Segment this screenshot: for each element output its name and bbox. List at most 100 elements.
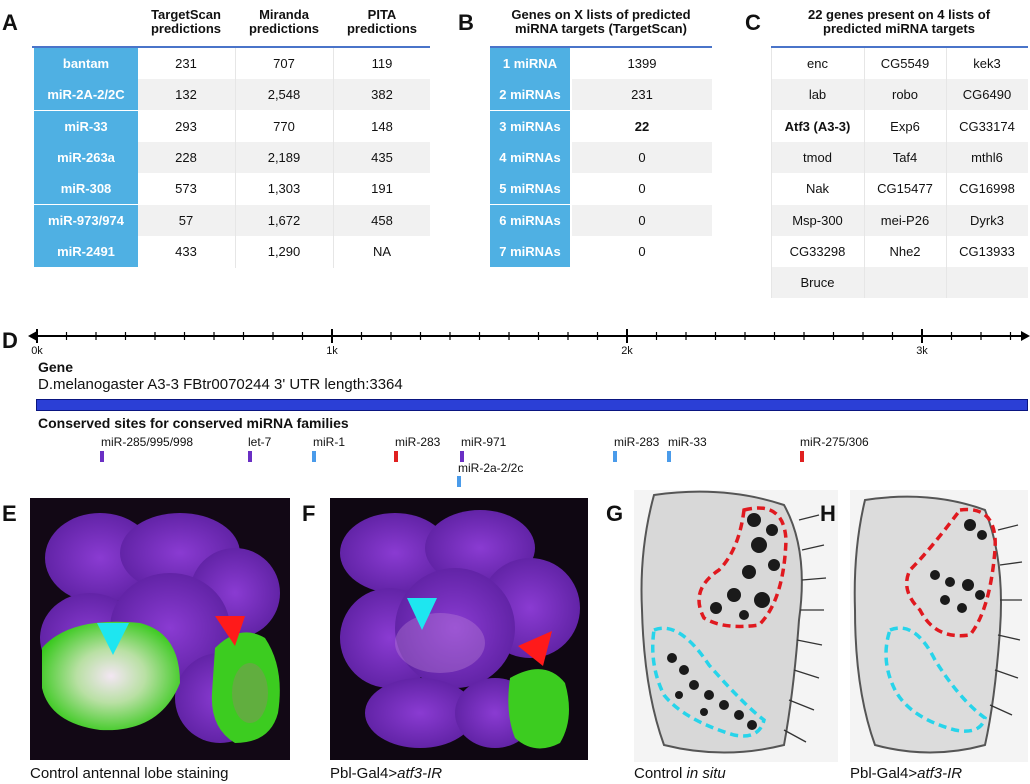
table-cell: 1,672 bbox=[267, 212, 301, 228]
table-cell: 293 bbox=[175, 118, 197, 134]
row-label: miR-263a bbox=[34, 141, 138, 173]
caption-f-text: Pbl-Gal4> bbox=[330, 765, 398, 782]
site-marker bbox=[394, 451, 398, 462]
table-cell: NA bbox=[372, 243, 392, 259]
row-label: miR-2A-2/2C bbox=[34, 79, 138, 111]
table-cell: 2,189 bbox=[267, 149, 301, 165]
row-stripe bbox=[572, 79, 712, 111]
antennal-lobe-image-knockdown bbox=[330, 498, 588, 760]
row-label: miR-308 bbox=[34, 173, 138, 205]
gene-cell: kek3 bbox=[973, 56, 1001, 71]
caption-g-italic: in situ bbox=[686, 765, 726, 782]
row-stripe bbox=[572, 141, 712, 173]
site-label: let-7 bbox=[248, 435, 272, 449]
gene-cell: mei-P26 bbox=[880, 212, 930, 228]
row-label: 4 miRNAs bbox=[490, 141, 570, 173]
gene-cell: CG5549 bbox=[880, 56, 930, 71]
table-cell: 1,303 bbox=[267, 181, 301, 197]
table-cell: 231 bbox=[631, 87, 653, 103]
tick-label-0k: 0k bbox=[31, 345, 43, 357]
axis-ticks bbox=[36, 329, 1012, 343]
header-targetscan: TargetScan predictions bbox=[150, 7, 222, 36]
red-dashed-outline bbox=[697, 506, 788, 629]
gene-cell bbox=[946, 267, 1028, 298]
panel-letter-g: G bbox=[606, 501, 624, 526]
table-a-rule bbox=[32, 46, 430, 48]
column-divider bbox=[946, 48, 947, 298]
red-dashed-outline bbox=[904, 507, 997, 638]
row-label: 2 miRNAs bbox=[490, 79, 570, 111]
cyan-arrowhead-marker bbox=[407, 598, 437, 630]
utr-bar bbox=[36, 399, 1028, 411]
gene-cell: robo bbox=[891, 87, 919, 103]
gene-cell: Taf4 bbox=[892, 149, 918, 165]
site-label: miR-283 bbox=[614, 435, 660, 449]
caption-h: Pbl-Gal4>atf3-IR bbox=[850, 766, 962, 782]
caption-h-italic: atf3-IR bbox=[917, 765, 963, 782]
red-arrowhead-marker bbox=[518, 631, 552, 666]
table-cell: 148 bbox=[371, 118, 393, 134]
row-label: miR-33 bbox=[34, 110, 138, 142]
site-label: miR-1 bbox=[313, 435, 345, 449]
gene-cell: Nak bbox=[805, 181, 830, 197]
gene-cell: lab bbox=[808, 87, 827, 103]
gene-cell: CG33174 bbox=[959, 118, 1015, 134]
gene-cell bbox=[864, 267, 946, 298]
table-cell: 231 bbox=[175, 56, 197, 71]
caption-e: Control antennal lobe staining bbox=[30, 765, 229, 782]
caption-f: Pbl-Gal4>atf3-IR bbox=[330, 766, 442, 782]
cyan-dashed-outline bbox=[651, 626, 766, 738]
table-cell: 119 bbox=[371, 56, 393, 71]
table-c-title: 22 genes present on 4 lists of predicted… bbox=[807, 7, 991, 36]
gene-cell: Bruce bbox=[800, 275, 835, 291]
table-cell: 435 bbox=[371, 149, 393, 165]
axis-arrow-left bbox=[28, 331, 37, 341]
gene-cell: Nhe2 bbox=[889, 243, 921, 259]
row-label: 3 miRNAs bbox=[490, 110, 570, 142]
row-stripe bbox=[771, 79, 1028, 111]
row-label: miR-2491 bbox=[34, 235, 138, 267]
panel-letter-f: F bbox=[302, 501, 316, 526]
site-marker bbox=[800, 451, 804, 462]
table-b-rule bbox=[490, 46, 712, 48]
table-cell: 573 bbox=[175, 181, 197, 197]
tick-label-2k: 2k bbox=[621, 345, 633, 357]
tick-label-3k: 3k bbox=[916, 345, 928, 357]
row-label: miR-973/974 bbox=[34, 204, 138, 236]
header-pita: PITA predictions bbox=[346, 7, 418, 36]
table-cell: 0 bbox=[638, 243, 646, 259]
panel-letter-a: A bbox=[2, 10, 18, 35]
site-label: miR-275/306 bbox=[800, 435, 869, 449]
tick-label-1k: 1k bbox=[326, 345, 338, 357]
row-stripe bbox=[771, 267, 1028, 299]
table-cell: 228 bbox=[175, 149, 197, 165]
row-stripe bbox=[771, 204, 1028, 236]
axis-arrow-right bbox=[1021, 331, 1030, 341]
site-marker bbox=[100, 451, 104, 462]
column-divider bbox=[771, 48, 772, 298]
caption-h-text: Pbl-Gal4> bbox=[850, 765, 918, 782]
site-marker bbox=[457, 476, 461, 487]
gene-heading: Gene bbox=[38, 359, 74, 375]
site-marker bbox=[667, 451, 671, 462]
gene-description: D.melanogaster A3-3 FBtr0070244 3' UTR l… bbox=[38, 376, 403, 393]
table-cell: 707 bbox=[273, 56, 295, 71]
header-miranda: Miranda predictions bbox=[248, 7, 320, 36]
sites-heading: Conserved sites for conserved miRNA fami… bbox=[38, 415, 349, 431]
site-label: miR-285/995/998 bbox=[101, 435, 194, 449]
gene-cell: Atf3 (A3-3) bbox=[784, 118, 851, 134]
site-label: miR-33 bbox=[668, 435, 707, 449]
panel-letter-b: B bbox=[458, 10, 474, 35]
gene-cell: CG6490 bbox=[962, 87, 1012, 103]
table-c-rule bbox=[771, 46, 1028, 48]
table-cell: 57 bbox=[178, 212, 194, 228]
row-stripe bbox=[572, 204, 712, 236]
cyan-dashed-outline bbox=[884, 626, 988, 733]
gene-cell: enc bbox=[807, 56, 828, 71]
table-cell: 0 bbox=[638, 181, 646, 197]
site-marker bbox=[613, 451, 617, 462]
panel-letter-h: H bbox=[820, 501, 836, 526]
table-b-title: Genes on X lists of predicted miRNA targ… bbox=[511, 7, 691, 36]
gene-cell: CG15477 bbox=[877, 181, 933, 197]
cyan-arrowhead-marker bbox=[97, 623, 129, 655]
